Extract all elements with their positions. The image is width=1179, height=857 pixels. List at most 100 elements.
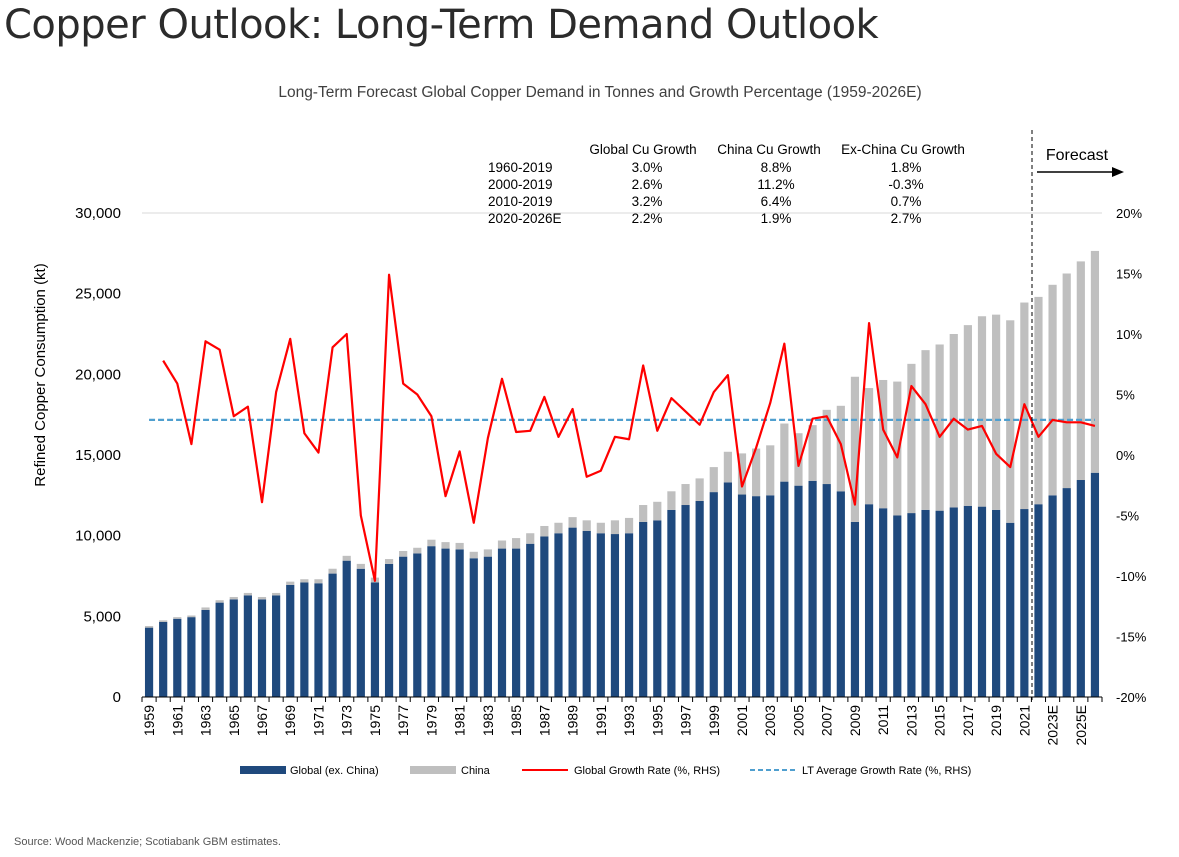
bar-global-ex-china bbox=[229, 599, 238, 697]
bar-china bbox=[399, 550, 408, 557]
x-tick-label: 1983 bbox=[480, 705, 496, 736]
bar-china bbox=[455, 542, 464, 550]
bar-china bbox=[314, 579, 323, 584]
y2-tick-label: 5% bbox=[1116, 388, 1135, 403]
bar-china bbox=[568, 517, 577, 528]
bar-global-ex-china bbox=[822, 484, 831, 697]
bar-china bbox=[229, 596, 238, 600]
bar-china bbox=[483, 549, 492, 557]
table-period: 2010-2019 bbox=[488, 194, 553, 209]
bar-china bbox=[921, 350, 930, 510]
bar-global-ex-china bbox=[328, 573, 337, 697]
y-tick-label: 15,000 bbox=[75, 447, 121, 464]
bar-global-ex-china bbox=[709, 492, 718, 697]
bar-china bbox=[596, 522, 605, 534]
bar-china bbox=[681, 484, 690, 506]
bars bbox=[144, 250, 1100, 697]
x-tick-label: 2009 bbox=[847, 705, 863, 736]
table-cell: 1.9% bbox=[761, 211, 792, 226]
x-tick-label: 1977 bbox=[395, 705, 411, 736]
bar-global-ex-china bbox=[624, 533, 634, 697]
bar-global-ex-china bbox=[836, 491, 845, 697]
x-tick-label: 2011 bbox=[875, 705, 891, 735]
y-tick-label: 5,000 bbox=[83, 608, 121, 625]
bar-global-ex-china bbox=[879, 508, 888, 697]
bar-global-ex-china bbox=[144, 627, 154, 697]
legend-item-lt-average: LT Average Growth Rate (%, RHS) bbox=[750, 765, 971, 777]
bar-global-ex-china bbox=[949, 507, 958, 697]
bar-china bbox=[864, 388, 874, 505]
bar-china bbox=[963, 325, 972, 506]
bar-global-ex-china bbox=[526, 543, 535, 697]
y-tick-label: 10,000 bbox=[75, 528, 121, 545]
bar-global-ex-china bbox=[808, 480, 817, 697]
x-tick-label: 1965 bbox=[226, 705, 242, 736]
bar-global-ex-china bbox=[681, 505, 690, 697]
bar-china bbox=[512, 538, 521, 549]
bar-china bbox=[723, 451, 732, 483]
x-tick-label: 1999 bbox=[706, 705, 722, 736]
bar-china bbox=[243, 592, 252, 596]
bar-china bbox=[257, 596, 267, 600]
bar-global-ex-china bbox=[370, 582, 380, 697]
bar-global-ex-china bbox=[568, 527, 577, 697]
bar-china bbox=[201, 607, 210, 610]
bar-global-ex-china bbox=[921, 509, 930, 697]
bar-china bbox=[992, 314, 1001, 510]
table-cell: 3.2% bbox=[632, 194, 663, 209]
y2-tick-label: 0% bbox=[1116, 448, 1135, 463]
bar-china bbox=[413, 547, 422, 554]
table-cell: 2.2% bbox=[632, 211, 663, 226]
bar-global-ex-china bbox=[272, 595, 281, 697]
legend-label: LT Average Growth Rate (%, RHS) bbox=[802, 765, 971, 777]
x-tick-label: 1981 bbox=[452, 705, 468, 736]
bar-global-ex-china bbox=[737, 494, 747, 697]
bar-global-ex-china bbox=[173, 618, 182, 697]
bar-china bbox=[935, 344, 944, 511]
y2-tick-label: 20% bbox=[1116, 206, 1142, 221]
bar-china bbox=[1048, 284, 1057, 496]
x-tick-label: 1987 bbox=[536, 705, 552, 736]
x-tick-label: 2013 bbox=[903, 705, 919, 736]
bar-china bbox=[737, 453, 747, 495]
x-tick-label: 1973 bbox=[339, 705, 355, 736]
bar-china bbox=[1006, 320, 1015, 523]
bar-china bbox=[1090, 250, 1100, 473]
bar-china bbox=[159, 620, 168, 622]
bar-global-ex-china bbox=[399, 556, 408, 697]
bar-china bbox=[879, 379, 888, 509]
x-tick-label: 2003 bbox=[762, 705, 778, 736]
x-tick-label: 1969 bbox=[282, 705, 298, 736]
x-tick-label: 1995 bbox=[649, 705, 665, 736]
x-tick-label: 2021 bbox=[1016, 705, 1032, 736]
bar-global-ex-china bbox=[1076, 480, 1085, 697]
x-tick-label: 2023E bbox=[1045, 705, 1061, 745]
forecast-label: Forecast bbox=[1046, 147, 1109, 164]
bar-global-ex-china bbox=[243, 595, 252, 697]
chart-title: Long-Term Forecast Global Copper Demand … bbox=[278, 84, 921, 101]
table-cell: 2.7% bbox=[891, 211, 922, 226]
legend-item-growth: Global Growth Rate (%, RHS) bbox=[522, 765, 720, 777]
y2-tick-label: -15% bbox=[1116, 630, 1147, 645]
x-tick-label: 1959 bbox=[141, 705, 157, 736]
bar-china bbox=[893, 381, 902, 516]
bar-china bbox=[822, 409, 831, 485]
bar-global-ex-china bbox=[356, 568, 365, 697]
bar-china bbox=[441, 542, 450, 549]
table-col-header: Global Cu Growth bbox=[589, 142, 696, 157]
bar-global-ex-china bbox=[864, 504, 874, 697]
bar-global-ex-china bbox=[540, 536, 549, 697]
table-col-header: Ex-China Cu Growth bbox=[841, 142, 965, 157]
bar-global-ex-china bbox=[653, 520, 662, 697]
bar-global-ex-china bbox=[413, 553, 422, 697]
bar-global-ex-china bbox=[582, 530, 591, 697]
legend-label: Global Growth Rate (%, RHS) bbox=[574, 765, 720, 777]
bar-global-ex-china bbox=[1048, 495, 1057, 697]
y-tick-label: 20,000 bbox=[75, 366, 121, 383]
bar-global-ex-china bbox=[639, 521, 648, 697]
x-tick-label: 2025E bbox=[1073, 705, 1089, 745]
bar-global-ex-china bbox=[893, 515, 902, 697]
bar-china bbox=[582, 520, 591, 531]
table-period: 2020-2026E bbox=[488, 211, 562, 226]
bar-global-ex-china bbox=[667, 509, 676, 697]
